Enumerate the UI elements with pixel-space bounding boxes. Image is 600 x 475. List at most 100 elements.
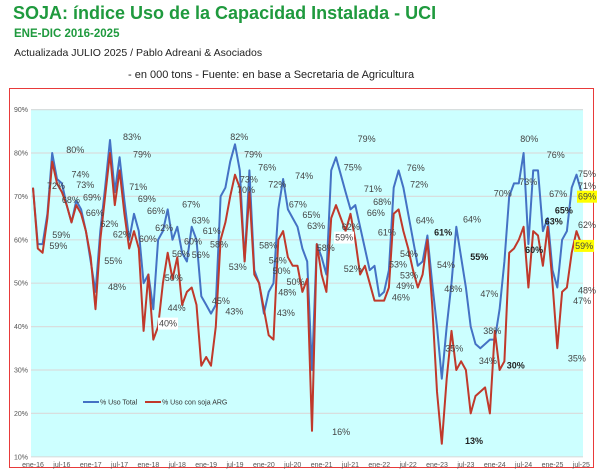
data-label: 13% [465, 436, 483, 446]
x-tick-label: ene-23 [426, 462, 448, 469]
data-label: 63% [307, 221, 325, 231]
data-label: 59% [575, 241, 593, 251]
data-label: 74% [71, 169, 89, 179]
data-label: 75% [344, 162, 362, 172]
data-label: 68% [62, 195, 80, 205]
x-tick-label: ene-20 [253, 462, 275, 469]
data-label: 69% [83, 193, 101, 203]
data-label: 72% [268, 180, 286, 190]
data-label: 73% [240, 174, 258, 184]
y-tick-label: 10% [14, 454, 28, 461]
data-label: 47% [573, 296, 591, 306]
data-label: 53% [400, 270, 418, 280]
x-tick-label: ene-16 [22, 462, 44, 469]
x-tick-label: ene-19 [195, 462, 217, 469]
data-label: 62% [342, 222, 360, 232]
data-label: 64% [463, 214, 481, 224]
x-tick-label: jul-22 [399, 462, 417, 469]
data-label-highlight [576, 190, 597, 203]
data-label: 48% [578, 285, 596, 295]
x-tick-label: jul-25 [572, 462, 590, 469]
series-line-uso-soja-arg [32, 152, 583, 445]
data-label: 67% [289, 199, 307, 209]
data-label: 50% [165, 273, 183, 283]
data-label: 30% [507, 360, 525, 370]
data-label: 59% [335, 233, 353, 243]
data-label: 83% [123, 132, 141, 142]
data-label: 62% [113, 229, 131, 239]
x-tick-label: ene-24 [484, 462, 506, 469]
data-label: 66% [86, 208, 104, 218]
data-label: 63% [192, 216, 210, 226]
data-label: 62% [155, 223, 173, 233]
data-label: 71% [364, 184, 382, 194]
update-note: Actualizada JULIO 2025 / Pablo Adreani &… [14, 47, 263, 59]
data-label: 65% [302, 210, 320, 220]
data-label: 40% [159, 319, 177, 329]
data-label: 63% [545, 216, 563, 226]
data-label: 72% [410, 180, 428, 190]
data-label: 75% [578, 169, 596, 179]
x-tick-label: ene-21 [311, 462, 333, 469]
x-tick-label: jul-18 [168, 462, 186, 469]
data-label-highlight [158, 317, 179, 330]
data-label: 44% [168, 303, 186, 313]
page-title: SOJA: índice Uso de la Capacidad Instala… [13, 3, 437, 23]
data-label: 74% [295, 171, 313, 181]
data-label: 70% [494, 188, 512, 198]
data-label: 66% [367, 208, 385, 218]
data-label: 69% [578, 192, 596, 202]
data-label: 72% [47, 181, 65, 191]
x-tick-label: jul-24 [514, 462, 532, 469]
data-label: 67% [182, 199, 200, 209]
page-subtitle: ENE-DIC 2016-2025 [14, 28, 120, 40]
series-line-uso-total [32, 139, 583, 380]
data-label: 66% [147, 206, 165, 216]
data-label: 73% [519, 177, 537, 187]
data-label: 64% [416, 215, 434, 225]
data-label: 79% [244, 149, 262, 159]
data-label: 65% [555, 206, 573, 216]
y-tick-label: 70% [14, 194, 28, 201]
data-label-highlight [574, 239, 595, 252]
y-tick-label: 60% [14, 237, 28, 244]
data-label: 82% [230, 132, 248, 142]
y-tick-label: 30% [14, 368, 28, 375]
source-note: - en 000 tons - Fuente: en base a Secret… [128, 69, 415, 81]
data-label: 54% [437, 260, 455, 270]
data-label: 69% [138, 194, 156, 204]
data-label: 43% [225, 307, 243, 317]
data-label: 43% [277, 308, 295, 318]
data-label: 47% [480, 289, 498, 299]
data-label: 46% [392, 293, 410, 303]
data-label: 62% [578, 220, 596, 230]
data-label: 52% [344, 264, 362, 274]
data-label: 48% [444, 284, 462, 294]
data-label: 67% [549, 189, 567, 199]
x-tick-label: jul-23 [456, 462, 474, 469]
data-label: 56% [192, 250, 210, 260]
data-label: 16% [332, 427, 350, 437]
data-label: 73% [76, 180, 94, 190]
data-label: 71% [129, 182, 147, 192]
data-label: 76% [547, 150, 565, 160]
data-label: 60% [139, 234, 157, 244]
x-tick-label: ene-25 [542, 462, 564, 469]
data-label: 35% [445, 343, 463, 353]
y-tick-label: 40% [14, 324, 28, 331]
data-label: 60% [525, 245, 543, 255]
data-label: 61% [378, 228, 396, 238]
x-tick-label: ene-18 [138, 462, 160, 469]
data-label: 54% [269, 256, 287, 266]
data-label: 53% [229, 262, 247, 272]
x-tick-label: jul-21 [341, 462, 359, 469]
data-label: 50% [286, 277, 304, 287]
data-label: 48% [278, 287, 296, 297]
data-label: 56% [172, 249, 190, 259]
data-label: 61% [434, 228, 452, 238]
data-label: 76% [407, 163, 425, 173]
x-tick-label: ene-22 [368, 462, 390, 469]
data-label: 71% [578, 181, 596, 191]
data-label: 59% [52, 230, 70, 240]
data-label: 34% [479, 356, 497, 366]
